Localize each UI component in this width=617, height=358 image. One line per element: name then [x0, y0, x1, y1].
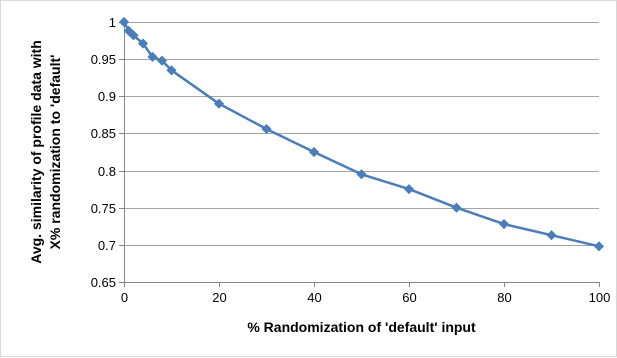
data-point-0-5 — [156, 55, 168, 66]
data-point-0-0 — [118, 16, 130, 28]
y-tick-label-0: 0.65 — [91, 275, 116, 290]
x-tick-label-4: 80 — [497, 290, 511, 305]
data-point-0-6 — [166, 65, 177, 76]
y-axis-title-line-1: Avg. similarity of profile data with — [28, 40, 44, 264]
x-tick-label-0: 0 — [121, 290, 128, 305]
y-axis-title: Avg. similarity of profile data with X% … — [28, 40, 63, 264]
axes — [119, 22, 600, 287]
data-point-0-10 — [356, 169, 367, 180]
x-tick-label-5: 100 — [589, 290, 611, 305]
data-point-0-12 — [451, 202, 462, 213]
y-tick-label-7: 1 — [109, 15, 116, 30]
series — [118, 16, 605, 252]
series-line-0 — [122, 20, 601, 248]
y-tick-label-3: 0.8 — [98, 164, 116, 179]
data-point-0-9 — [308, 146, 320, 158]
data-point-0-13 — [498, 218, 510, 230]
data-point-0-7 — [213, 98, 225, 109]
x-tick-label-1: 20 — [212, 290, 226, 305]
data-point-0-11 — [403, 184, 415, 195]
data-point-0-2 — [128, 30, 139, 41]
data-point-0-4 — [147, 51, 158, 62]
tick-labels: 0.65 0.7 0.75 0.8 0.85 0.9 0.95 1 0 20 40 60 80 100 — [91, 15, 611, 305]
data-point-0-3 — [137, 38, 149, 49]
data-point-0-14 — [546, 230, 557, 241]
axis-titles: % Randomization of 'default' input Avg. … — [28, 40, 476, 335]
y-tick-label-1: 0.7 — [98, 238, 116, 253]
data-point-0-15 — [593, 241, 605, 252]
data-point-0-8 — [261, 123, 272, 135]
x-tick-label-2: 40 — [307, 290, 321, 305]
y-axis-title-line-2: X% randomization to 'default' — [47, 55, 63, 250]
y-tick-label-6: 0.95 — [91, 52, 116, 67]
x-axis-title: % Randomization of 'default' input — [247, 319, 476, 335]
gridlines — [124, 22, 599, 246]
y-tick-label-2: 0.75 — [91, 201, 116, 216]
x-tick-label-3: 60 — [402, 290, 416, 305]
y-tick-label-4: 0.85 — [91, 126, 116, 141]
y-tick-label-5: 0.9 — [98, 89, 116, 104]
